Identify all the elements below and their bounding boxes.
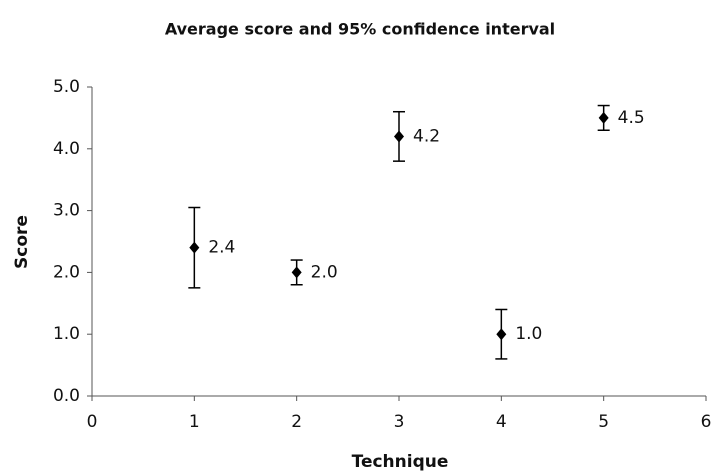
x-tick-label: 4 bbox=[496, 412, 507, 432]
data-label: 2.0 bbox=[311, 262, 338, 282]
y-tick-label: 5.0 bbox=[53, 77, 80, 97]
data-label: 1.0 bbox=[515, 324, 542, 344]
marker bbox=[291, 266, 302, 279]
marker bbox=[496, 328, 507, 341]
data-label: 4.5 bbox=[618, 108, 645, 128]
x-tick-label: 1 bbox=[189, 412, 200, 432]
x-axis-label: Technique bbox=[352, 452, 449, 472]
x-tick-label: 6 bbox=[701, 412, 712, 432]
y-tick-label: 1.0 bbox=[53, 324, 80, 344]
x-tick-label: 2 bbox=[291, 412, 302, 432]
y-tick-label: 2.0 bbox=[53, 262, 80, 282]
marker bbox=[598, 111, 609, 124]
y-axis-label: Score bbox=[12, 215, 32, 269]
marker bbox=[394, 130, 404, 143]
data-label: 2.4 bbox=[208, 238, 235, 258]
chart-title: Average score and 95% confidence interva… bbox=[165, 20, 555, 39]
x-tick-label: 5 bbox=[598, 412, 609, 432]
marker bbox=[189, 241, 200, 254]
x-tick-label: 3 bbox=[394, 412, 405, 432]
y-tick-label: 4.0 bbox=[53, 139, 80, 159]
data-label: 4.2 bbox=[413, 126, 440, 146]
y-tick-label: 3.0 bbox=[53, 201, 80, 221]
y-tick-label: 0.0 bbox=[53, 386, 80, 406]
x-tick-label: 0 bbox=[87, 412, 98, 432]
